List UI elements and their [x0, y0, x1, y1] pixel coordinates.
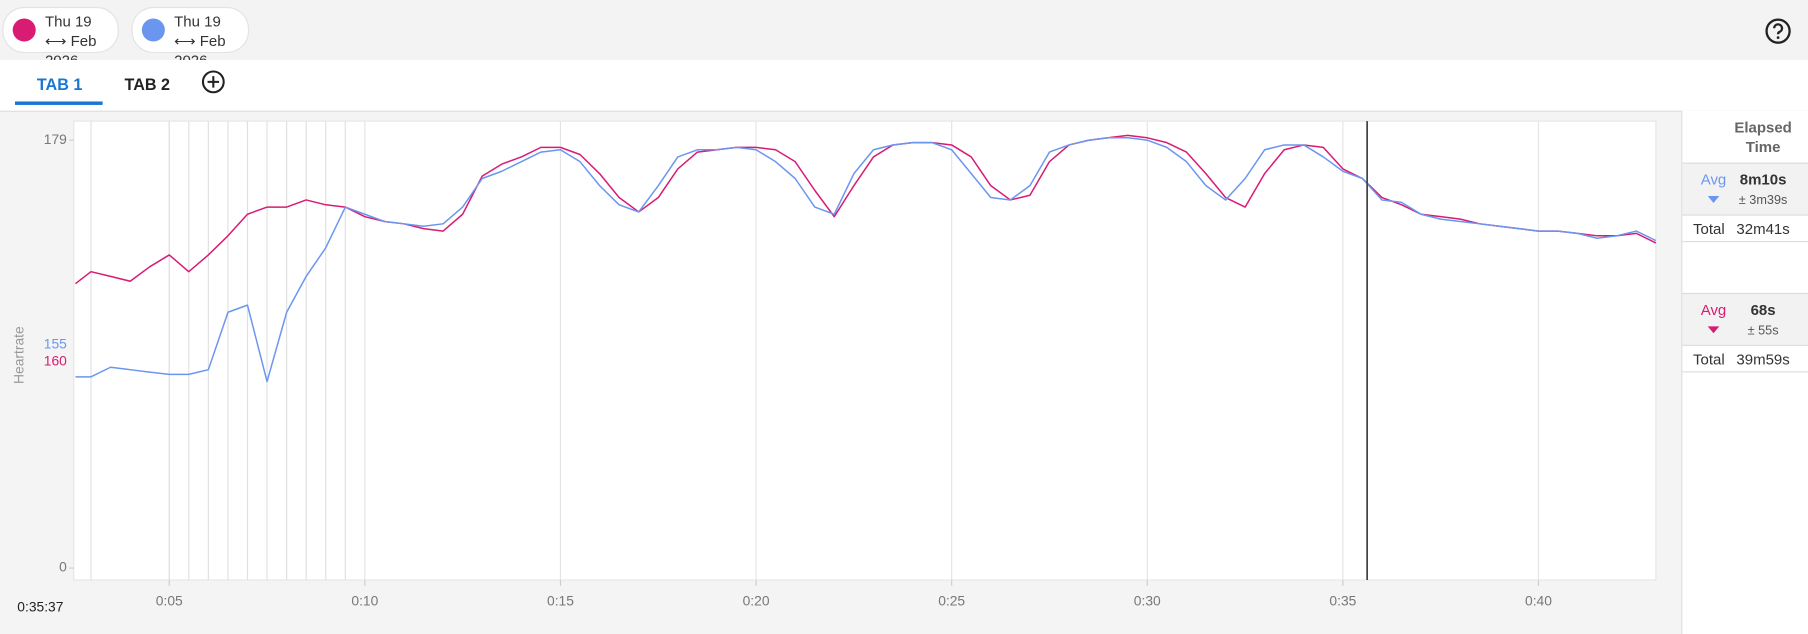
avg-label: Avg [1700, 300, 1727, 319]
series-line [75, 137, 1657, 383]
plot-area [73, 120, 1657, 581]
tab[interactable]: TAB 2 [124, 74, 170, 94]
x-tick-label: 0:40 [1525, 593, 1552, 609]
cursor-value: 155 [44, 335, 67, 351]
tab[interactable]: TAB 1 [36, 74, 83, 94]
x-tick-label: 0:15 [547, 593, 574, 609]
legend-chip[interactable]: Thu 19 ⟷ Feb 2026 [2, 6, 119, 69]
x-tick-label: 0:10 [351, 593, 378, 609]
total-value: 39m59s [1736, 350, 1790, 368]
avg-value: 8m10s [1739, 170, 1787, 188]
x-tick-label: 0:05 [156, 593, 183, 609]
legend-swatch [141, 18, 165, 42]
add-tab-icon[interactable] [201, 69, 226, 94]
x-tick-label: 0:30 [1134, 593, 1161, 609]
stats-panel: Elapsed Time Avg 8m10s ± 3m39s Total 32m41s A… [1681, 110, 1808, 634]
y-axis-label: Heartrate [10, 326, 26, 384]
tab-indicator [14, 101, 103, 105]
legend-swatch [12, 18, 36, 42]
avg-value: 68s [1750, 300, 1776, 319]
cursor-value: 160 [44, 353, 67, 369]
y-tick-label: 179 [44, 131, 67, 147]
top-bar: Thu 19 ⟷ Feb 2026 Thu 19 ⟷ Feb 2026 [0, 0, 1808, 69]
cursor-label: 0:35:37 [17, 598, 63, 614]
x-tick-label: 0:25 [938, 593, 965, 609]
avg-row [1682, 162, 1808, 216]
avg-triangle [1707, 326, 1720, 334]
y-tick-label: 0 [59, 559, 67, 575]
panel-header: Elapsed Time [1734, 118, 1792, 156]
avg-spread: ± 3m39s [1738, 193, 1788, 208]
x-tick-label: 0:20 [743, 593, 770, 609]
total-label: Total [1693, 220, 1725, 238]
avg-label: Avg [1700, 170, 1727, 188]
avg-spread: ± 55s [1747, 324, 1779, 338]
chart: Heartrate 0:35:37 155 160 0:05 0:10 0:15 0:… [10, 120, 1657, 614]
row-divider [1682, 371, 1808, 373]
x-tick-label: 0:35 [1329, 593, 1356, 609]
total-label: Total [1693, 350, 1725, 368]
avg-row [1682, 292, 1808, 346]
help-icon[interactable] [1764, 17, 1792, 45]
tab-bar: TAB 1 TAB 2 [0, 59, 1808, 112]
row-divider [1682, 240, 1808, 243]
total-value: 32m41s [1736, 220, 1790, 238]
avg-triangle [1707, 196, 1720, 203]
legend-chip[interactable]: Thu 19 ⟷ Feb 2026 [131, 6, 250, 69]
